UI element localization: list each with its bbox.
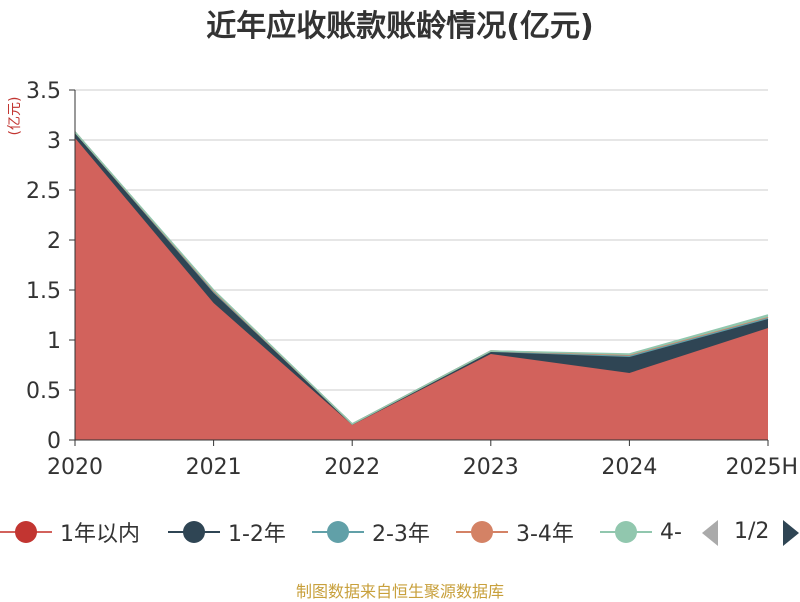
y-tick-label: 1.5 [26, 279, 61, 304]
legend-label: 4- [660, 519, 682, 545]
legend-label: 1-2年 [228, 522, 286, 547]
area-chart: 近年应收账款账龄情况(亿元) (亿元) 0 0.5 1 1.5 2 2.5 3 3.5 2020… [7, 9, 798, 480]
y-axis-label: (亿元) [7, 97, 23, 136]
legend-item-2[interactable]: 1-2年 [168, 514, 286, 550]
legend-marker-icon [168, 521, 220, 543]
x-tick-label: 2020 [47, 455, 103, 480]
y-tick-label: 3.5 [26, 79, 61, 104]
legend-marker-icon [600, 521, 652, 543]
legend-prev-page-icon[interactable] [700, 519, 720, 547]
legend-page-indicator: 1/2 [734, 519, 770, 544]
chart-title: 近年应收账款账龄情况(亿元) [206, 9, 593, 44]
x-tick-label: 2022 [324, 455, 380, 480]
axes: 0 0.5 1 1.5 2 2.5 3 3.5 2020 2021 2022 2023 2024 2025… [26, 79, 798, 480]
y-tick-label: 0 [47, 429, 61, 454]
area-series-1年以内 [75, 138, 768, 440]
y-tick-label: 0.5 [26, 379, 61, 404]
legend-item-4[interactable]: 3-4年 [456, 514, 574, 550]
source-note: 制图数据来自恒生聚源数据库 [295, 582, 504, 601]
area-series [74, 131, 769, 440]
x-tick-label: 2024 [601, 455, 657, 480]
legend-item-3[interactable]: 2-3年 [312, 514, 430, 550]
y-tick-label: 2 [47, 229, 61, 254]
legend-next-page-icon[interactable] [781, 519, 800, 547]
x-tick-label: 2021 [186, 455, 242, 480]
legend-label: 3-4年 [516, 522, 574, 547]
x-tick-label: 2023 [463, 455, 519, 480]
legend-label: 1年以内 [60, 522, 140, 547]
x-tick-label: 2025H [725, 455, 798, 480]
y-tick-label: 2.5 [26, 179, 61, 204]
y-tick-label: 3 [47, 129, 61, 154]
legend-marker-icon [312, 521, 364, 543]
legend: 1年以内 1-2年 2-3年 3-4年 4- 1/2 [0, 514, 800, 550]
legend-label: 2-3年 [372, 522, 430, 547]
legend-marker-icon [0, 521, 52, 543]
y-tick-label: 1 [47, 329, 61, 354]
line-series-4- [74, 131, 769, 425]
legend-item-1[interactable]: 1年以内 [0, 514, 140, 550]
legend-marker-icon [456, 521, 508, 543]
legend-item-5[interactable]: 4- [600, 514, 682, 550]
